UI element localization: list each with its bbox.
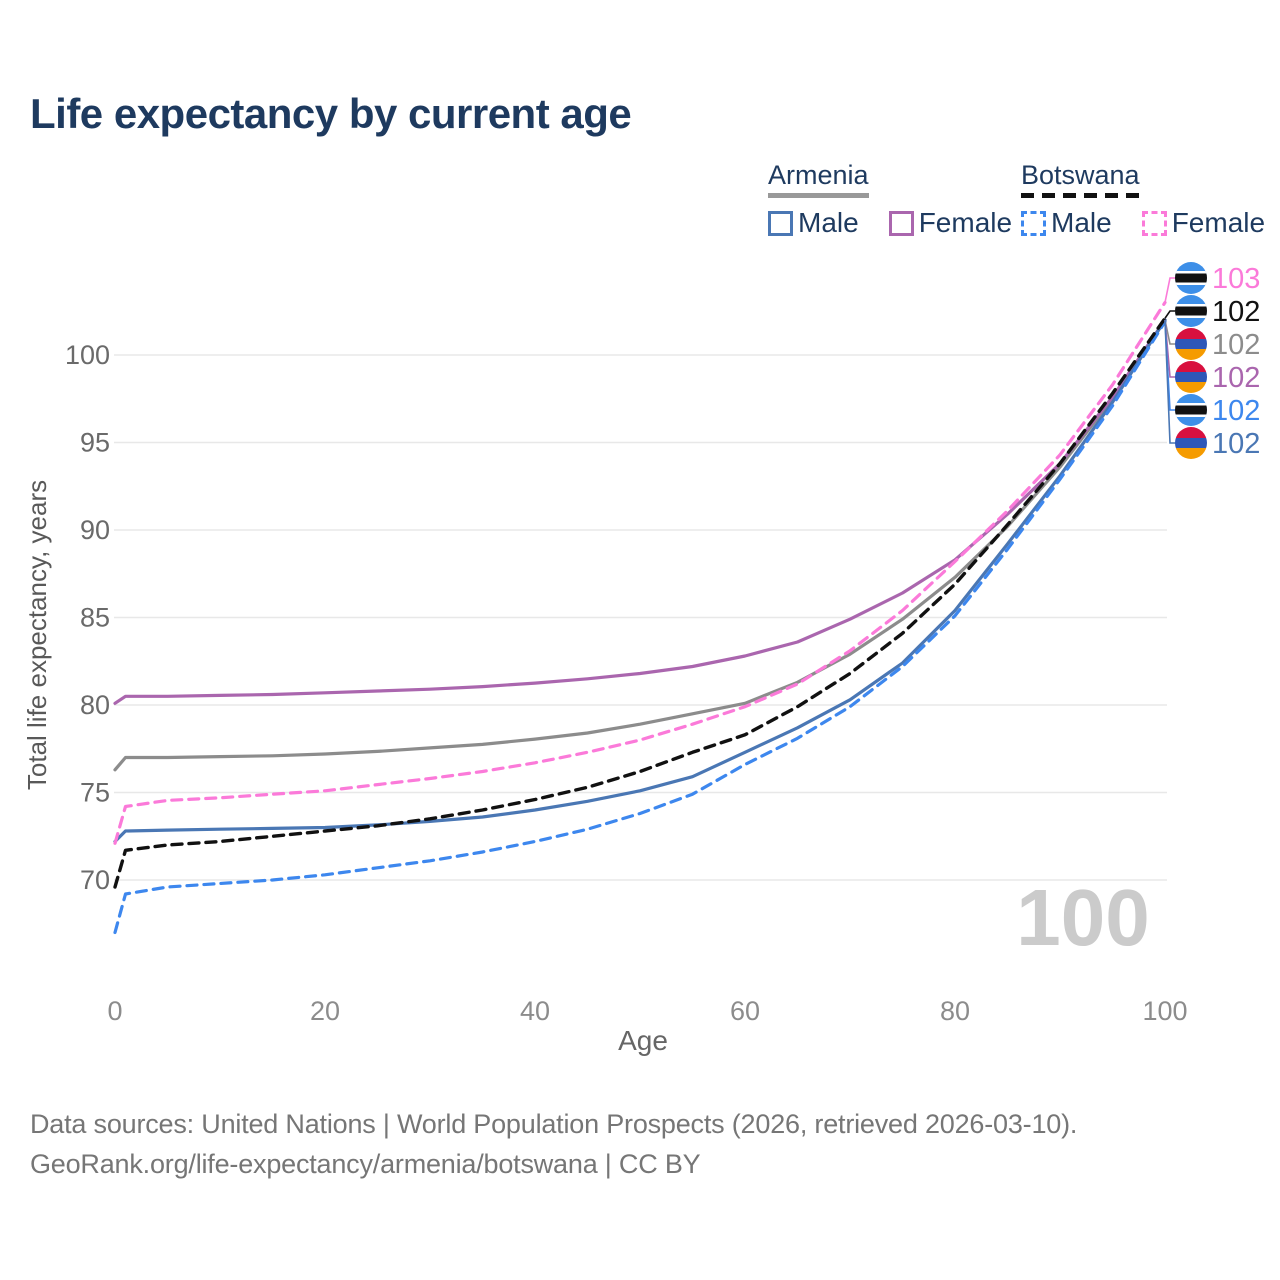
legend-swatch-botswana-female	[1141, 210, 1167, 236]
legend-group-botswana: Botswana Male Female	[1021, 160, 1280, 239]
legend-label-botswana-female: Female	[1171, 207, 1266, 238]
y-tick-label-95: 95	[80, 428, 110, 458]
end-label-leader-botswana	[1164, 310, 1176, 319]
end-label-value-armenia-female: 102	[1212, 362, 1260, 394]
footer-attribution: GeoRank.org/life-expectancy/armenia/bots…	[30, 1149, 701, 1179]
series-line-armenia-female[interactable]	[113, 318, 1167, 705]
legend-item-armenia-female[interactable]: Female	[888, 207, 1013, 239]
x-axis-title: Age	[618, 1025, 668, 1056]
end-label-armenia-female: 102	[1175, 361, 1260, 394]
age-watermark: 100	[1016, 873, 1149, 962]
armenia-flag-icon	[1175, 361, 1207, 372]
armenia-flag-icon	[1175, 448, 1207, 459]
end-label-armenia-male: 102	[1175, 427, 1260, 460]
x-tick-label-0: 0	[107, 996, 122, 1026]
legend-item-botswana-female[interactable]: Female	[1141, 207, 1266, 239]
armenia-flag-icon	[1175, 427, 1207, 438]
end-label-value-armenia: 102	[1212, 329, 1260, 361]
y-tick-label-100: 100	[65, 340, 110, 370]
y-tick-label-85: 85	[80, 603, 110, 633]
series-line-armenia[interactable]	[113, 318, 1167, 772]
y-axis-title: Total life expectancy, years	[22, 480, 52, 790]
legend-swatch-armenia-male	[768, 210, 793, 236]
x-tick-label-80: 80	[940, 996, 970, 1026]
y-tick-label-70: 70	[80, 865, 110, 895]
botswana-flag-icon	[1175, 273, 1207, 283]
series-line-botswana-female[interactable]	[113, 300, 1167, 845]
end-label-leader-armenia	[1164, 319, 1176, 345]
x-tick-label-60: 60	[730, 996, 760, 1026]
end-label-value-botswana-male: 102	[1212, 395, 1260, 427]
series-line-botswana-male[interactable]	[113, 320, 1167, 935]
legend-group-armenia: Armenia Male Female	[768, 160, 1042, 239]
armenia-flag-icon	[1175, 349, 1207, 360]
x-tick-label-40: 40	[520, 996, 550, 1026]
armenia-flag-icon	[1175, 372, 1207, 382]
series-line-botswana[interactable]	[113, 316, 1167, 889]
legend-item-armenia-male[interactable]: Male	[768, 207, 859, 239]
legend-label-armenia-male: Male	[798, 207, 859, 238]
end-label-botswana: 102	[1175, 295, 1260, 328]
legend-country-botswana-label: Botswana	[1021, 160, 1140, 190]
end-label-botswana-female: 103	[1175, 262, 1260, 295]
legend-armenia-line-sample	[768, 193, 869, 198]
legend-items-botswana: Male Female	[1021, 207, 1280, 239]
armenia-flag-icon	[1175, 339, 1207, 349]
legend-country-armenia-label: Armenia	[768, 160, 869, 190]
x-tick-label-100: 100	[1142, 996, 1187, 1026]
end-label-botswana-male: 102	[1175, 394, 1260, 427]
footer-data-sources: Data sources: United Nations | World Pop…	[30, 1109, 1078, 1139]
legend-swatch-botswana-male	[1021, 210, 1046, 236]
armenia-flag-icon	[1175, 438, 1207, 448]
botswana-flag-icon	[1175, 405, 1207, 415]
legend-item-botswana-male[interactable]: Male	[1021, 207, 1112, 239]
footer: Data sources: United Nations | World Pop…	[30, 1104, 1077, 1184]
end-label-leader-armenia-male	[1164, 319, 1176, 444]
armenia-flag-icon	[1175, 328, 1207, 339]
x-tick-label-20: 20	[310, 996, 340, 1026]
end-label-armenia: 102	[1175, 328, 1260, 361]
page-title: Life expectancy by current age	[30, 90, 632, 137]
end-label-leader-botswana-female	[1164, 277, 1176, 303]
series-line-armenia-male[interactable]	[113, 318, 1167, 844]
end-label-value-botswana-female: 103	[1212, 263, 1260, 295]
armenia-flag-icon	[1175, 382, 1207, 393]
botswana-flag-icon	[1175, 306, 1207, 316]
y-tick-label-80: 80	[80, 690, 110, 720]
legend-label-botswana-male: Male	[1051, 207, 1112, 238]
end-label-value-armenia-male: 102	[1212, 428, 1260, 460]
legend-botswana-line-sample	[1021, 193, 1140, 198]
y-tick-label-90: 90	[80, 515, 110, 545]
end-label-value-botswana: 102	[1212, 296, 1260, 328]
legend-country-botswana[interactable]: Botswana	[1021, 160, 1140, 198]
legend-label-armenia-female: Female	[918, 207, 1013, 238]
legend-items-armenia: Male Female	[768, 207, 1042, 239]
legend-swatch-armenia-female	[888, 210, 914, 236]
legend-country-armenia[interactable]: Armenia	[768, 160, 869, 198]
y-tick-label-75: 75	[80, 778, 110, 808]
